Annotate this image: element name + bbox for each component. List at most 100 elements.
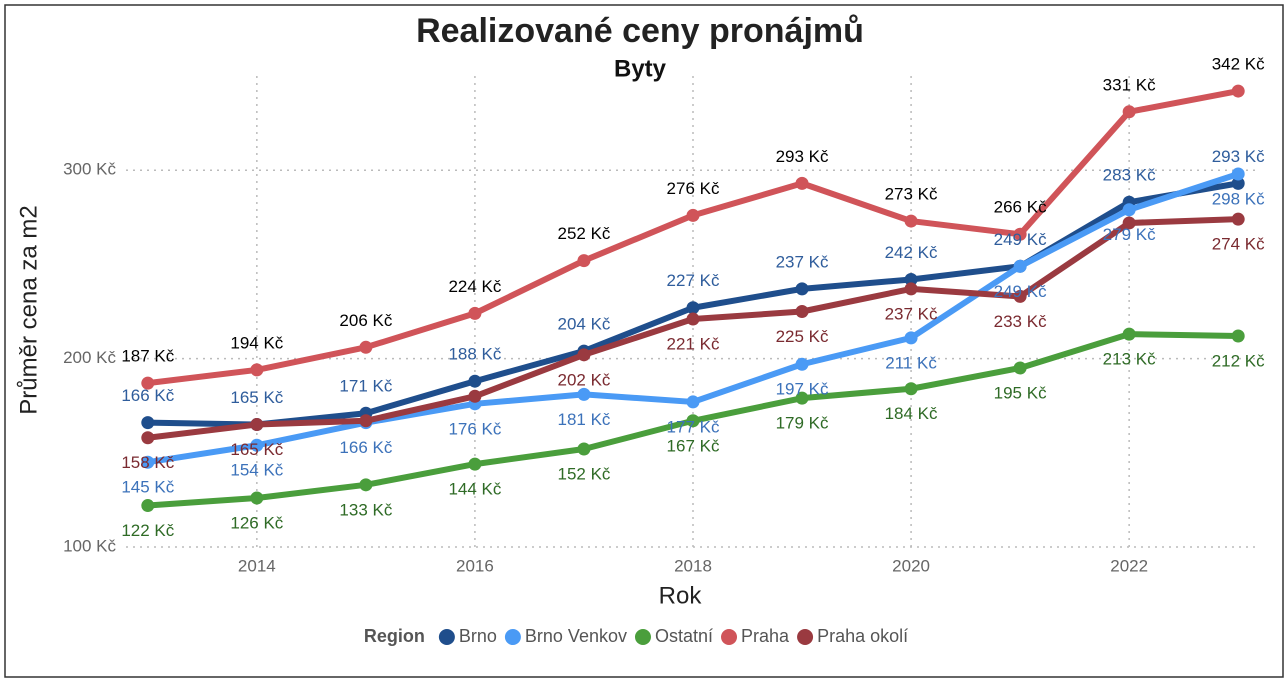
data-label: 167 Kč	[667, 436, 720, 455]
data-label: 145 Kč	[121, 478, 174, 497]
data-label: 181 Kč	[557, 410, 610, 429]
data-label: 122 Kč	[121, 521, 174, 540]
point	[468, 306, 482, 320]
point	[1013, 227, 1027, 241]
point	[250, 418, 264, 432]
point	[795, 305, 809, 318]
data-label: 165 Kč	[230, 440, 283, 459]
data-label: 279 Kč	[1103, 225, 1156, 244]
legend-marker	[504, 629, 521, 645]
legend-label: Praha okolí	[817, 626, 908, 646]
data-label: 293 Kč	[1212, 147, 1265, 166]
point	[250, 491, 264, 505]
y-tick-label: 300 Kč	[63, 160, 116, 179]
chart-subtitle: Byty	[614, 55, 667, 82]
point	[250, 363, 264, 377]
data-label: 171 Kč	[339, 377, 392, 396]
data-label: 212 Kč	[1212, 351, 1265, 370]
data-label: 221 Kč	[667, 335, 720, 354]
x-axis-label: Rok	[659, 582, 703, 609]
x-tick-label: 2014	[238, 556, 276, 575]
legend-marker	[634, 629, 651, 645]
y-tick-label: 100 Kč	[63, 536, 116, 555]
data-label: 133 Kč	[339, 500, 392, 519]
data-label: 165 Kč	[230, 388, 283, 407]
y-axis-label: Průměr cena za m2	[15, 205, 42, 414]
point	[141, 416, 155, 430]
data-label: 202 Kč	[557, 370, 610, 389]
point	[686, 395, 700, 409]
x-tick-label: 2016	[456, 556, 494, 575]
legend-label: Ostatní	[655, 626, 713, 646]
point	[1122, 203, 1136, 217]
data-label: 206 Kč	[339, 311, 392, 330]
data-label: 227 Kč	[667, 271, 720, 290]
data-label: 249 Kč	[994, 282, 1047, 301]
data-label: 154 Kč	[230, 461, 283, 480]
point	[141, 376, 155, 390]
data-label: 237 Kč	[776, 252, 829, 271]
data-label: 166 Kč	[121, 386, 174, 405]
x-tick-label: 2022	[1110, 556, 1148, 575]
point	[1231, 84, 1245, 98]
point	[904, 331, 918, 345]
point	[468, 374, 482, 388]
data-label: 211 Kč	[885, 353, 937, 372]
point	[1013, 289, 1027, 303]
legend-label: Brno	[459, 626, 497, 646]
point	[904, 272, 918, 286]
data-label: 276 Kč	[667, 179, 720, 198]
legend-label: Brno Venkov	[525, 626, 627, 646]
data-label: 224 Kč	[448, 277, 501, 296]
data-label: 166 Kč	[339, 438, 392, 457]
point	[577, 387, 591, 401]
point	[1013, 259, 1027, 273]
point	[904, 214, 918, 228]
data-label: 179 Kč	[776, 414, 829, 433]
point	[577, 254, 591, 268]
legend-label: Praha	[741, 626, 790, 646]
point	[577, 442, 591, 456]
point	[577, 348, 591, 362]
point	[686, 312, 700, 326]
point	[795, 176, 809, 190]
point	[468, 389, 482, 403]
data-label: 194 Kč	[230, 333, 283, 352]
data-label: 298 Kč	[1212, 189, 1265, 208]
point	[686, 301, 700, 315]
legend-marker	[438, 629, 455, 645]
point	[686, 414, 700, 428]
point	[795, 357, 809, 371]
point	[359, 478, 373, 492]
data-label: 252 Kč	[557, 224, 610, 243]
point	[1013, 361, 1027, 375]
point	[795, 391, 809, 405]
point	[141, 499, 155, 513]
x-tick-label: 2020	[892, 556, 930, 575]
data-label: 342 Kč	[1212, 55, 1265, 74]
point	[1122, 216, 1136, 230]
data-label: 188 Kč	[448, 345, 501, 364]
point	[141, 455, 155, 469]
data-label: 204 Kč	[557, 315, 610, 334]
data-label: 187 Kč	[121, 347, 174, 366]
y-tick-label: 200 Kč	[63, 348, 116, 367]
data-label: 293 Kč	[776, 147, 829, 166]
data-label: 177 Kč	[667, 417, 720, 436]
point	[1231, 167, 1245, 181]
data-label: 242 Kč	[885, 243, 938, 262]
point	[359, 414, 373, 428]
data-label: 197 Kč	[776, 380, 829, 399]
data-label: 144 Kč	[448, 480, 501, 499]
data-label: 237 Kč	[885, 304, 938, 323]
chart-title: Realizované ceny pronájmů	[416, 12, 864, 50]
point	[141, 431, 155, 445]
point	[795, 282, 809, 296]
point	[1231, 329, 1245, 343]
point	[1231, 176, 1245, 190]
point	[250, 438, 264, 452]
data-label: 274 Kč	[1212, 235, 1265, 254]
data-label: 225 Kč	[776, 327, 829, 346]
